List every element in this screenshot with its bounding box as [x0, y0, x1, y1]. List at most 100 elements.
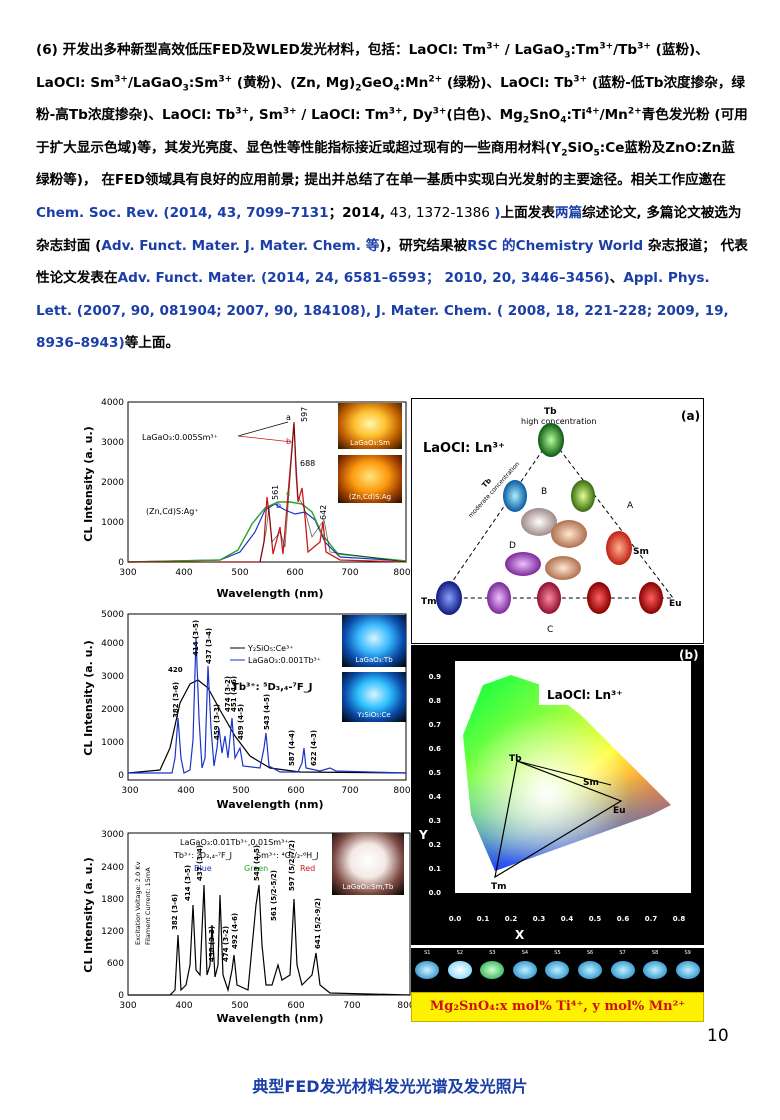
ytick: 0.3 — [429, 817, 442, 825]
photo-lagao-tb — [342, 615, 406, 667]
ytick: 2000 — [101, 705, 124, 715]
y-axis-label: CL Intensity (a. u.) — [82, 640, 95, 755]
curve-a-label: LaGaO₃:0.005Sm³⁺ — [142, 433, 218, 442]
link-adv-funct-mater[interactable]: Adv. Funct. Mater. (2014, 24, 6581–6593；… — [117, 270, 610, 287]
xtick: 0.3 — [533, 915, 546, 923]
peak-label: 474 (3-2) — [224, 676, 232, 712]
cie-tb-label: Tb — [509, 754, 522, 764]
phosphor-dot — [503, 480, 527, 512]
sample-label: S3 — [489, 950, 496, 956]
sample-label: S4 — [521, 950, 529, 956]
sample-dot — [415, 961, 440, 979]
sample-label: S2 — [456, 950, 463, 956]
photo-zncds-ag — [338, 455, 402, 503]
xtick: 0.2 — [505, 915, 518, 923]
photo-lagao-sm-label: LaGaO₃:Sm — [350, 439, 390, 447]
ytick: 3000 — [101, 438, 124, 448]
ytick: 1200 — [101, 927, 124, 937]
peak-label: 622 (4-3) — [310, 730, 318, 766]
peak-label: 458 (3-3) — [208, 926, 216, 962]
eu-label: Eu — [669, 599, 682, 609]
cie-diagram: (b) LaOCl: Ln³⁺ Tb Sm Eu Tm 0.0 0.1 0.2 … — [411, 645, 704, 945]
peak-label: 382 (3-6) — [171, 894, 179, 930]
xtick: 0.7 — [645, 915, 658, 923]
xtick: 0.0 — [449, 915, 462, 923]
formula-box: Mg₂SnO₄:x mol% Ti⁴⁺, y mol% Mn²⁺ — [411, 992, 704, 1022]
peak-label: 642 — [319, 505, 328, 520]
ytick: 0.4 — [429, 793, 442, 801]
tb-transition: Tb³⁺: ⁵D₃,₄-⁷F_J — [173, 851, 232, 860]
link-chemistry-world[interactable]: RSC 的Chemistry World — [467, 237, 644, 254]
arrow-d-label: D — [509, 541, 516, 551]
xtick: 700 — [341, 786, 358, 796]
ytick: 0.0 — [429, 889, 442, 897]
phosphor-dot — [505, 552, 541, 576]
ytick: 0.6 — [429, 745, 442, 753]
xtick: 0.1 — [477, 915, 490, 923]
x-axis-label: Wavelength (nm) — [217, 1012, 324, 1025]
ytick: 0.9 — [429, 673, 442, 681]
xtick: 600 — [287, 1001, 304, 1011]
peak-label: 543 (4-5) — [263, 694, 271, 730]
phosphor-dot — [606, 531, 632, 565]
sample-label: S9 — [684, 950, 691, 956]
figure-caption: 典型FED发光材料发光光谱及发光照片 — [252, 1077, 528, 1096]
ytick: 4000 — [101, 639, 124, 649]
peak-label: 382 (3-6) — [172, 682, 180, 718]
sample-label: S8 — [651, 950, 659, 956]
sample-dot — [545, 961, 570, 979]
cie-tm-label: Tm — [491, 882, 507, 892]
sample-dot — [643, 961, 668, 979]
sample-label: S7 — [619, 950, 626, 956]
sample-title: LaGaO₃:0.01Tb³⁺,0.01Sm³⁺ — [180, 838, 289, 847]
peak-label: 561 — [271, 485, 280, 500]
sample-dot — [447, 961, 472, 979]
phosphor-dot — [587, 582, 611, 614]
tb-top-label: Tb — [544, 407, 557, 417]
spectrum-chart-1: 0 1000 2000 3000 4000 300 400 500 600 70… — [82, 398, 410, 600]
spectrum-chart-3: 0 600 1200 1800 2400 3000 300 400 500 60… — [82, 830, 415, 1025]
y-axis-label: CL Intensity (a. u.) — [82, 857, 95, 972]
peak-label: 641 (5/2-9/2) — [314, 898, 322, 949]
filament-label: Filament Current: 15mA — [144, 867, 152, 945]
xtick: 0.5 — [589, 915, 602, 923]
link-covers[interactable]: Adv. Funct. Mater. J. Mater. Chem. 等 — [101, 237, 380, 254]
curve-black — [128, 423, 407, 563]
phosphor-dot — [521, 508, 557, 536]
ytick: 4000 — [101, 398, 124, 408]
peak-label: 459 (3-3) — [213, 704, 221, 740]
xtick: 600 — [286, 568, 303, 578]
xtick: 800 — [397, 1001, 414, 1011]
xtick: 400 — [177, 786, 194, 796]
ytick: 3000 — [101, 672, 124, 682]
xtick: 0.4 — [561, 915, 574, 923]
phosphor-dot — [571, 480, 595, 512]
ytick: 1000 — [101, 738, 124, 748]
excitation-label: Excitation Voltage: 2.0 Kv — [134, 861, 142, 945]
y-axis-label: CL Intensity (a. u.) — [82, 426, 95, 541]
panel-b-tag: (b) — [679, 648, 699, 662]
peak-label: 688 — [300, 459, 315, 468]
link-chem-soc-rev[interactable]: Chem. Soc. Rev. (2014, 43, 7099–7131 — [36, 204, 329, 221]
sample-label: S6 — [586, 950, 594, 956]
legend-lagao-tb: LaGaO₃:0.001Tb³⁺ — [248, 656, 321, 665]
link-apl-jmc[interactable]: Appl. Phys. Lett. (2007, 90, 081904; 200… — [36, 270, 729, 352]
photo-lagao-sm — [338, 403, 402, 449]
ytick: 1800 — [101, 895, 124, 905]
ytick: 2400 — [101, 863, 124, 873]
transition-label: Tb³⁺: ⁵D₃,₄-⁷F_J — [232, 682, 312, 693]
curve-y2sio5-ce — [127, 679, 407, 774]
link-two-reviews[interactable]: 两篇 — [554, 204, 583, 221]
sample-dot — [610, 961, 635, 979]
phosphor-dot — [538, 423, 564, 457]
sample-label: S1 — [424, 950, 431, 956]
xtick: 500 — [232, 786, 249, 796]
xtick: 800 — [393, 568, 410, 578]
phosphor-dot — [639, 582, 663, 614]
phosphor-dot — [537, 582, 561, 614]
spectrum-chart-2: 0 1000 2000 3000 4000 5000 300 400 500 6… — [82, 610, 410, 811]
photo-strip: S1 S2 S3 S4 S5 S6 S7 S8 S9 — [411, 948, 704, 992]
ytick: 2000 — [101, 478, 124, 488]
xtick: 400 — [175, 1001, 192, 1011]
panel-a-title: LaOCl: Ln³⁺ — [423, 441, 505, 456]
